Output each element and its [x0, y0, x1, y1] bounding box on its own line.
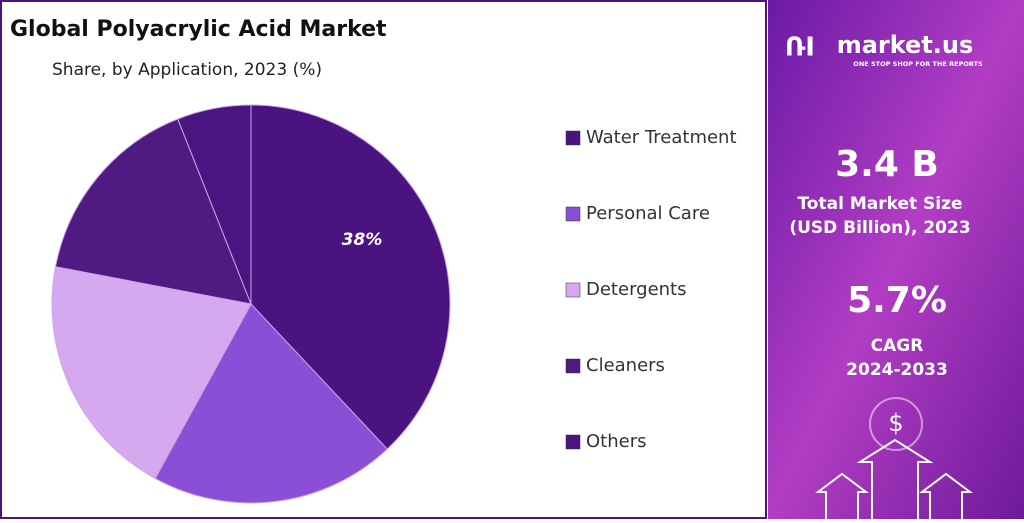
cagr-label: CAGR	[871, 336, 924, 356]
logo-icon: ՌI	[785, 33, 815, 63]
legend-swatch	[565, 282, 581, 298]
chart-title: Global Polyacrylic Acid Market	[10, 17, 387, 42]
market-size: 3.4 B	[835, 144, 939, 185]
legend-label: Detergents	[586, 279, 687, 300]
pie: 38%	[51, 104, 451, 504]
coin-symbol: $	[888, 409, 903, 437]
side-content: ՌI market.us ONE STOP SHOP FOR THE REPOR…	[785, 31, 983, 519]
market-size-label: (USD Billion), 2023	[789, 218, 970, 238]
legend-swatch	[565, 358, 581, 374]
legend-label: Water Treatment	[586, 127, 737, 148]
pie-slice	[177, 104, 252, 305]
data-label: 38%	[342, 230, 383, 250]
cagr: 5.7%	[847, 280, 947, 321]
legend-swatch	[565, 434, 581, 450]
brand: market.us	[837, 31, 974, 59]
legend-swatch	[565, 130, 581, 146]
legend-label: Others	[586, 431, 647, 452]
cagr-label: 2024-2033	[846, 360, 948, 380]
pie-slice	[154, 303, 388, 504]
market-size-label: Total Market Size	[797, 194, 962, 214]
tagline: ONE STOP SHOP FOR THE REPORTS	[853, 60, 983, 68]
pie-slice	[51, 266, 252, 480]
pie-slice	[250, 104, 451, 450]
side-panel	[768, 0, 1024, 519]
legend-label: Personal Care	[586, 203, 710, 224]
coin	[869, 397, 923, 451]
arrow-icon	[919, 472, 973, 519]
legend-label: Cleaners	[586, 355, 665, 376]
pie-slice	[54, 118, 252, 305]
arrow-icon	[856, 438, 934, 519]
legend: Water Treatment Personal Care Detergents Cl…	[565, 127, 737, 452]
legend-swatch	[565, 206, 581, 222]
arrow-icon	[815, 472, 869, 519]
chart-subtitle: Share, by Application, 2023 (%)	[52, 60, 322, 80]
